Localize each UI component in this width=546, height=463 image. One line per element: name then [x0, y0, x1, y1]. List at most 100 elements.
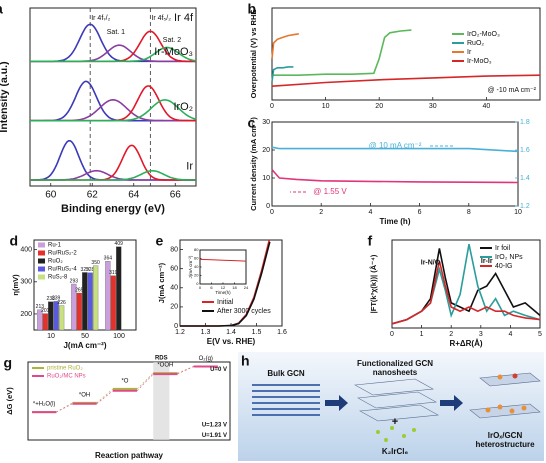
x-tick-label: 3 — [479, 331, 483, 338]
step-label: *OOH — [157, 363, 173, 369]
y2-tick-label: 1.6 — [520, 147, 530, 154]
bulk-layers — [252, 384, 320, 416]
legend-label: Ru/RuS₂-2 — [48, 251, 77, 257]
x-axis-label: J(mA cm⁻²) — [63, 341, 106, 350]
nanosheets — [354, 378, 439, 422]
value-label: 293 — [70, 278, 79, 284]
diagram-label: heterostructure — [475, 440, 535, 449]
inset-y-tick-label: 0 — [196, 281, 199, 286]
annotation: RDS — [155, 356, 168, 362]
x-tick-label: 2 — [449, 331, 453, 338]
legend-swatch — [38, 266, 45, 272]
diagram-label: Functionalized GCN — [357, 359, 433, 368]
x-tick-label: 1.3 — [201, 329, 211, 336]
y-tick-label: 80 — [170, 246, 178, 253]
value-label: 201 — [41, 308, 50, 314]
annotation: @ 10 mA cm⁻² — [369, 141, 422, 150]
bar — [59, 305, 65, 331]
bar — [76, 292, 82, 331]
y-tick-label: 0 — [174, 323, 178, 330]
connector — [56, 402, 73, 413]
diagram-label: nanosheets — [373, 368, 418, 377]
x-tick-label: 4 — [508, 331, 512, 338]
spectrum-label: IrO₂ — [173, 101, 193, 113]
x-tick-label: 30 — [429, 103, 437, 110]
y-tick-label: 200 — [20, 311, 32, 318]
legend-label: IrO₂-MoO₃ — [467, 31, 500, 38]
legend-label: RuO₂ — [48, 259, 63, 265]
y2-tick-label: 1.8 — [520, 119, 530, 126]
legend-swatch — [38, 274, 45, 280]
chart-title: Ir 4f — [174, 12, 194, 24]
inset-x-tick-label: 18 — [232, 285, 237, 290]
value-label: 364 — [104, 256, 113, 262]
x-tick-label: 5 — [538, 331, 542, 338]
arrow — [440, 395, 463, 411]
x-tick-label: 2 — [319, 209, 323, 216]
bar — [93, 265, 99, 331]
bar — [116, 246, 122, 331]
inset-x-tick-label: 6 — [210, 285, 213, 290]
annotation: Sat. 2 — [163, 37, 181, 44]
y2-tick-label: 1.4 — [520, 175, 530, 182]
inset-x-tick-label: 12 — [221, 285, 226, 290]
heterostructure — [469, 372, 541, 419]
x-tick-label: 0 — [270, 209, 274, 216]
annotation: U=0 V — [210, 367, 227, 373]
x-tick-label: 62 — [87, 190, 99, 201]
x-tick-label: 1.2 — [175, 329, 185, 336]
arrow — [325, 395, 348, 411]
x-tick-label: 4 — [368, 209, 372, 216]
value-label: 265 — [75, 287, 84, 293]
panel-letter: g — [4, 355, 13, 371]
legend-swatch — [38, 242, 45, 248]
y2-tick-label: 1.2 — [520, 203, 530, 210]
legend-label: IrO₂ NPs — [495, 254, 523, 261]
rds-band — [153, 362, 170, 440]
inset-y-tick-label: 60 — [194, 256, 199, 261]
y-axis-label: J(mA cm⁻²) — [157, 262, 166, 303]
inset-x-label: Time(h) — [215, 290, 231, 295]
x-tick-label: 8 — [467, 209, 471, 216]
annotation: Ir 4f₇/₂ — [91, 15, 110, 22]
y-axis-label: |FT(k³χ(k))| (Å⁻⁴) — [369, 254, 378, 313]
value-label: 213 — [36, 304, 45, 310]
y-tick-label: 60 — [170, 266, 178, 273]
spectrum-label: Ir — [186, 161, 193, 173]
value-label: 239 — [52, 296, 61, 302]
connector — [177, 366, 194, 375]
connector — [96, 390, 114, 405]
series-line — [271, 66, 294, 82]
y-tick-label: 300 — [20, 279, 32, 286]
legend-label: RuO₂ — [467, 40, 484, 47]
x-tick-label: 1 — [420, 331, 424, 338]
x-axis-label: R+ΔR(Å) — [449, 339, 482, 348]
connector — [96, 388, 114, 404]
fit-peak — [30, 140, 196, 181]
fit-peak — [30, 99, 197, 122]
connector — [136, 372, 154, 390]
bar — [37, 309, 43, 331]
fit-peak — [30, 85, 196, 122]
x-tick-label: 0 — [270, 103, 274, 110]
connector — [177, 366, 194, 374]
value-label: 409 — [115, 241, 124, 247]
x-axis-label: Time (h) — [380, 217, 411, 226]
legend-label: Ru/RuS₂-4 — [48, 267, 77, 273]
panel-h-art — [238, 352, 544, 461]
bar — [53, 301, 59, 331]
x-tick-label: 60 — [45, 190, 57, 201]
legend-swatch — [38, 258, 45, 264]
panel-letter: a — [0, 1, 3, 17]
bar — [105, 261, 111, 331]
panel-letter: c — [248, 115, 256, 131]
bar — [48, 301, 54, 331]
bar — [110, 275, 116, 331]
legend-label: Ir — [467, 49, 472, 56]
inset-y-tick-label: 40 — [194, 264, 199, 269]
annotation: U=1.23 V — [202, 423, 227, 429]
y-tick-label: 400 — [20, 246, 32, 253]
value-label: 238 — [47, 296, 56, 302]
series-line — [271, 146, 519, 153]
